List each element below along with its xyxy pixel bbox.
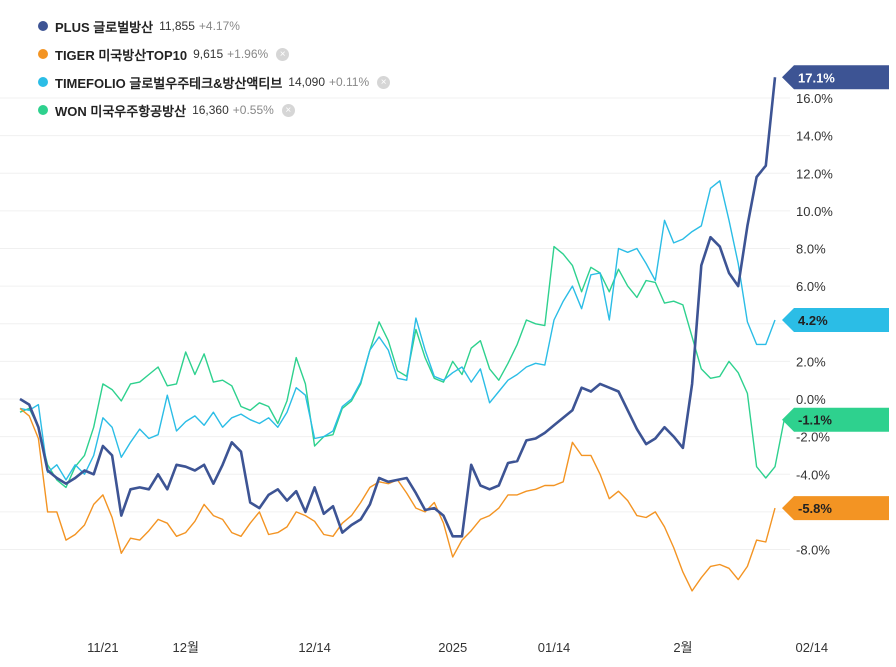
end-label-value: 4.2% [798,313,828,328]
remove-series-close-icon[interactable]: × [276,47,290,61]
x-tick-label: 02/14 [796,640,829,655]
series-line [19,77,777,538]
legend-item[interactable]: WON 미국우주항공방산 16,360 +0.55% × [38,96,390,124]
legend-item[interactable]: TIGER 미국방산TOP10 9,615 +1.96% × [38,40,390,68]
legend-price: 9,615 [193,47,224,61]
legend-change: +0.55% [232,103,274,117]
x-tick-label: 2025 [438,640,467,655]
legend-item[interactable]: TIMEFOLIO 글로벌우주테크&방산액티브 14,090 +0.11% × [38,68,391,96]
legend-price: 16,360 [192,103,229,117]
x-tick-label: 12월 [173,640,199,655]
x-axis-ticks: 11/21 12월 12/14 2025 01/14 2월 02/14 [87,640,828,655]
gridlines [0,97,790,550]
legend-item[interactable]: PLUS 글로벌방산 11,855 +4.17% [38,12,390,40]
y-tick-label: 2.0% [796,354,826,369]
y-tick-label: 12.0% [796,166,833,181]
legend-dot-icon [38,49,48,59]
series-lines [19,77,785,592]
end-label-flag [782,65,889,90]
x-tick-label: 2월 [673,640,692,655]
y-tick-label: -2.0% [796,430,830,445]
legend-price: 11,855 [159,19,195,33]
legend-change: +0.11% [329,75,370,89]
legend-price: 14,090 [288,75,325,89]
chart-legend: PLUS 글로벌방산 11,855 +4.17% TIGER 미국방산TOP10 9,6… [38,12,391,124]
end-label-value: 17.1% [798,70,835,85]
legend-change: +1.96% [227,47,269,61]
remove-series-close-icon[interactable]: × [377,75,391,89]
end-label-flag [782,496,889,521]
y-tick-label: 16.0% [796,91,833,106]
y-tick-label: 10.0% [796,204,833,219]
y-tick-label: -8.0% [796,543,830,558]
x-tick-label: 12/14 [298,640,331,655]
legend-change: +4.17% [198,19,240,33]
series-line [19,407,776,592]
legend-series-name: TIGER 미국방산TOP10 [55,47,188,63]
y-tick-label: -4.0% [796,467,830,482]
legend-dot-icon [38,77,48,87]
end-label-flag [782,307,889,332]
y-tick-label: 6.0% [796,279,826,294]
end-label-flag [782,407,889,432]
legend-series-name: TIMEFOLIO 글로벌우주테크&방산액티브 [55,75,283,91]
y-axis-ticks: -8.0%-6.0%-4.0%-2.0%0.0%2.0%4.0%6.0%8.0%… [796,91,833,558]
end-label-value: -1.1% [798,413,832,428]
end-value-labels: 17.1% -5.8% 4.2% -1.1% [782,65,889,521]
y-tick-label: 14.0% [796,129,833,144]
y-tick-label: 0.0% [796,392,826,407]
x-tick-label: 01/14 [538,640,571,655]
series-line [19,245,785,489]
end-label-value: -5.8% [798,501,832,516]
legend-series-name: PLUS 글로벌방산 [55,19,154,35]
legend-dot-icon [38,105,48,115]
remove-series-close-icon[interactable]: × [281,103,295,117]
legend-series-name: WON 미국우주항공방산 [55,103,187,119]
x-tick-label: 11/21 [87,640,119,655]
series-line [19,180,776,481]
legend-dot-icon [38,21,48,31]
y-tick-label: 8.0% [796,242,826,257]
